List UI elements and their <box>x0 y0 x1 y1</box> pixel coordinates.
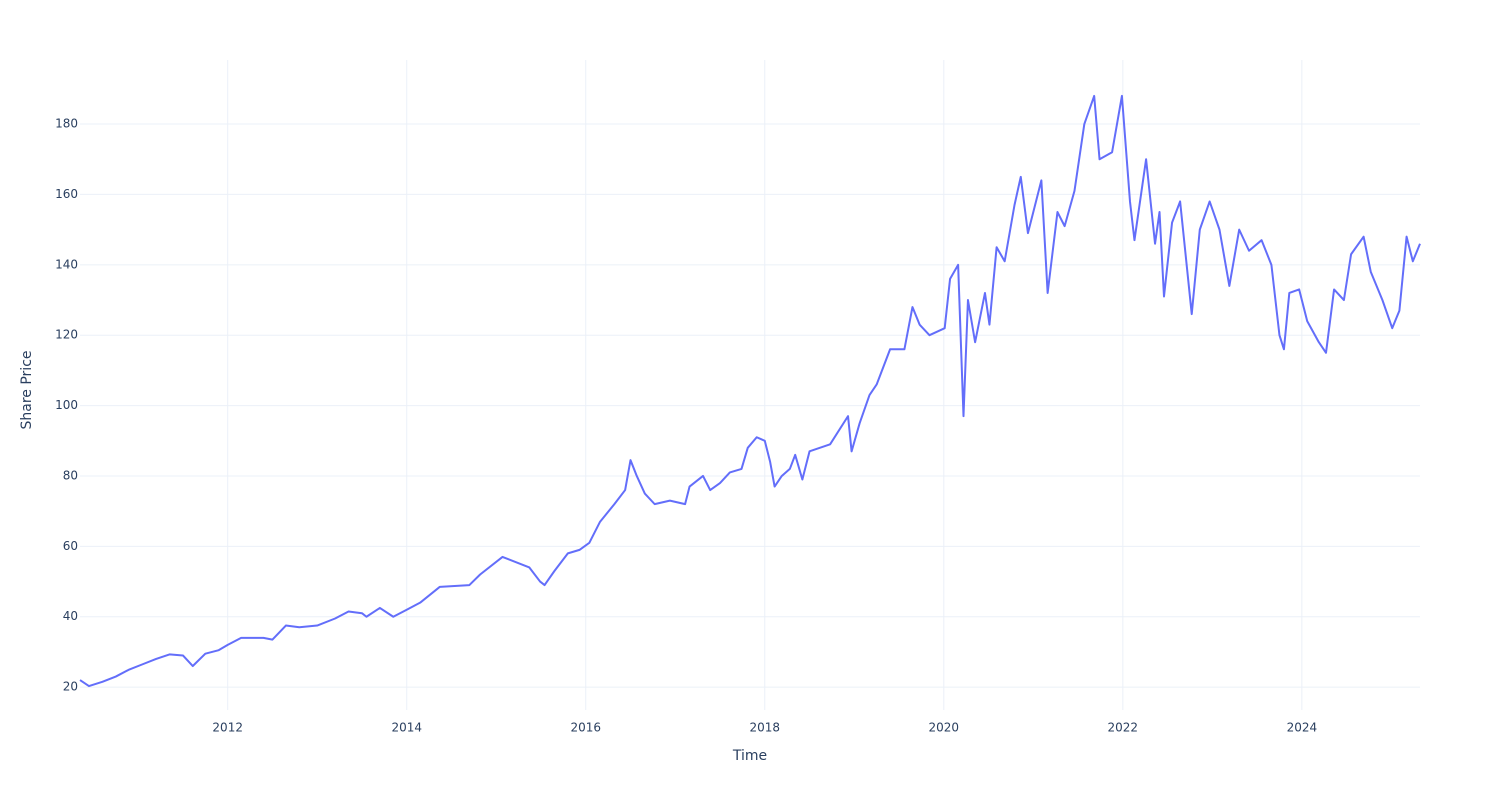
y-tick-label: 100 <box>55 398 78 412</box>
y-tick-label: 80 <box>63 468 78 482</box>
x-tick-label: 2018 <box>749 721 780 735</box>
y-tick-label: 120 <box>55 328 78 342</box>
x-tick-label: 2022 <box>1108 721 1139 735</box>
x-tick-label: 2024 <box>1287 721 1318 735</box>
y-tick-label: 40 <box>63 609 78 623</box>
y-tick-label: 180 <box>55 117 78 131</box>
y-tick-label: 20 <box>63 680 78 694</box>
price-line <box>79 94 1421 688</box>
y-tick-label: 60 <box>63 539 78 553</box>
y-axis-title: Share Price <box>19 350 35 429</box>
x-tick-label: 2012 <box>212 721 243 735</box>
x-tick-label: 2016 <box>570 721 601 735</box>
y-tick-label: 160 <box>55 187 78 201</box>
x-axis-title: Time <box>732 748 767 764</box>
x-tick-label: 2020 <box>929 721 960 735</box>
y-tick-label: 140 <box>55 257 78 271</box>
x-tick-label: 2014 <box>391 721 422 735</box>
